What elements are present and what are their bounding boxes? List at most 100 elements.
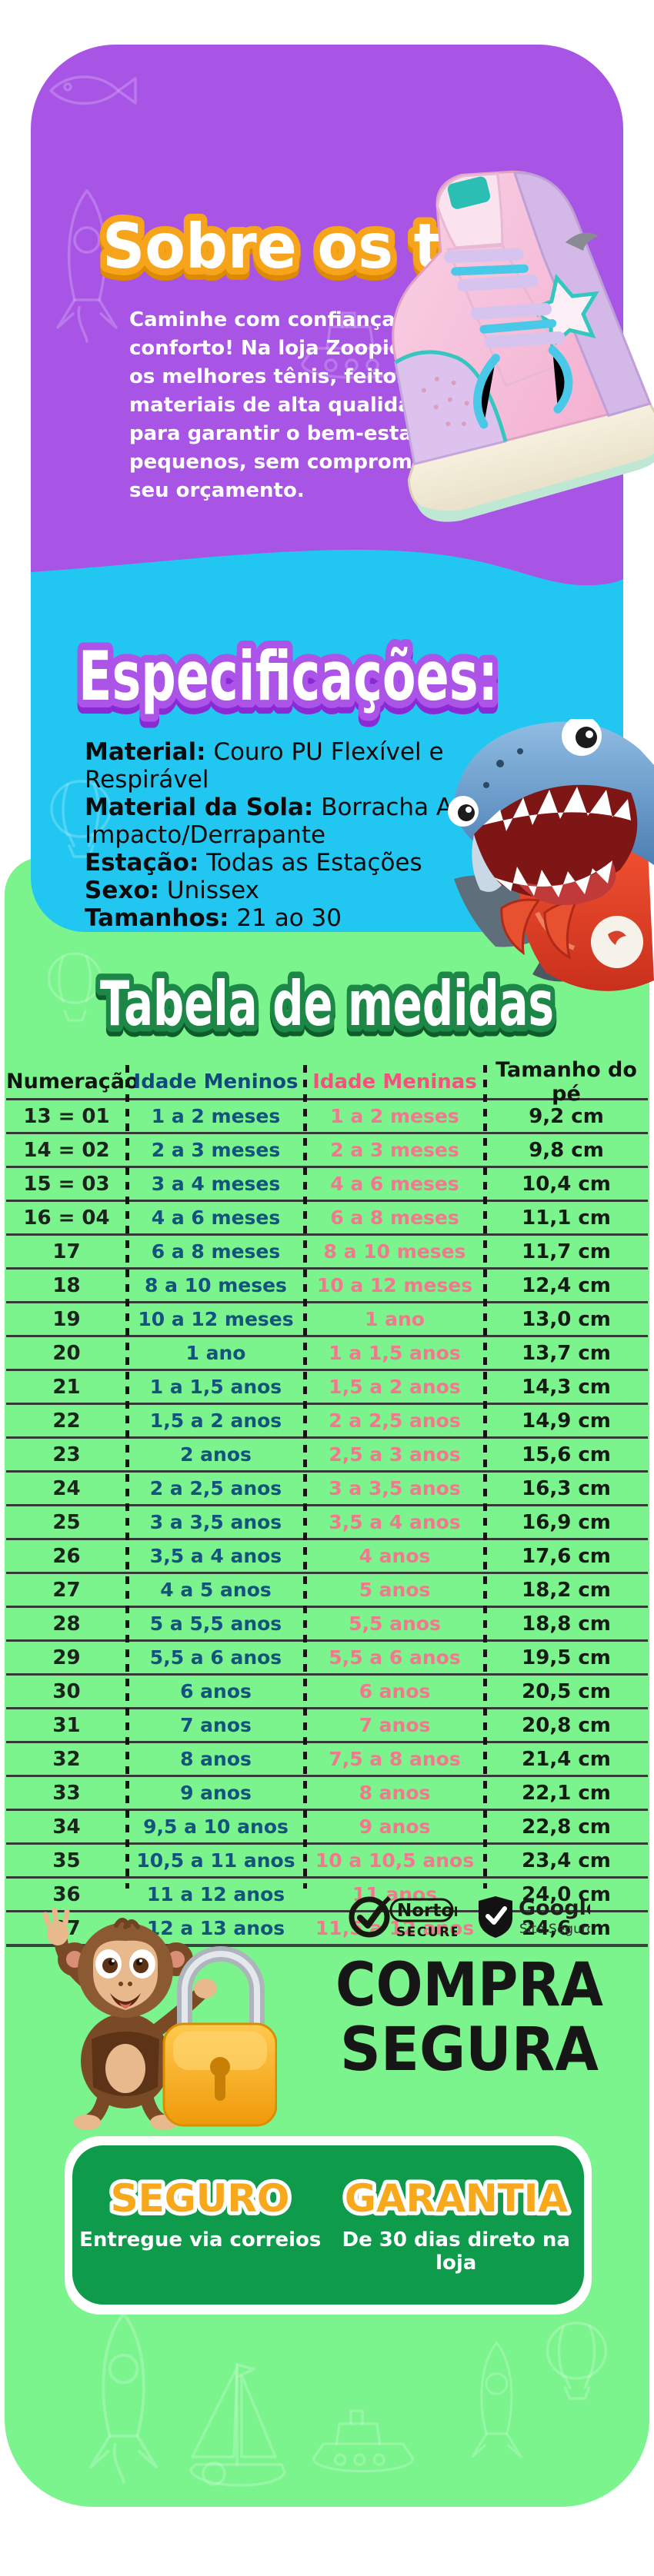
benefit-title: SEGURO bbox=[111, 2176, 290, 2221]
cell-tamanho-pe: 10,4 cm bbox=[522, 1172, 611, 1196]
cell-tamanho-pe: 19,5 cm bbox=[522, 1646, 611, 1669]
table-row: 25 3 a 3,5 anos 3,5 a 4 anos 16,9 cm bbox=[6, 1504, 648, 1538]
google-site-seguro-badge: Google Site Seguro bbox=[479, 1896, 590, 1938]
cell-idade-meninos: 8 a 10 meses bbox=[145, 1274, 287, 1296]
benefit-item: GARANTIA De 30 dias direto na loja bbox=[329, 2172, 585, 2275]
table-row: 33 9 anos 8 anos 22,1 cm bbox=[6, 1775, 648, 1809]
table-row: 17 6 a 8 meses 8 a 10 meses 11,7 cm bbox=[6, 1233, 648, 1267]
cell-tamanho-pe: 20,5 cm bbox=[522, 1679, 611, 1703]
cell-numeracao: 22 bbox=[52, 1409, 81, 1433]
norton-check-icon bbox=[349, 1896, 390, 1938]
cell-idade-meninos: 12 a 13 anos bbox=[146, 1917, 285, 1939]
cell-idade-meninas: 4 anos bbox=[359, 1545, 431, 1567]
fish-doodle-icon bbox=[49, 75, 137, 105]
table-row: 30 6 anos 6 anos 20,5 cm bbox=[6, 1673, 648, 1707]
column-header-numeracao: Numeração bbox=[6, 1070, 139, 1093]
sneaker-illustration bbox=[392, 170, 654, 522]
cell-idade-meninas: 8 anos bbox=[359, 1782, 431, 1804]
table-row: 15 = 03 3 a 4 meses 4 a 6 meses 10,4 cm bbox=[6, 1166, 648, 1200]
cell-tamanho-pe: 11,1 cm bbox=[522, 1206, 611, 1230]
cell-numeracao: 21 bbox=[52, 1375, 81, 1399]
cell-idade-meninos: 6 anos bbox=[180, 1680, 252, 1702]
table-divider-3 bbox=[483, 1065, 487, 1889]
table-row: 27 4 a 5 anos 5 anos 18,2 cm bbox=[6, 1572, 648, 1606]
cell-idade-meninas: 5 anos bbox=[359, 1579, 431, 1601]
cell-tamanho-pe: 24,0 cm bbox=[522, 1882, 611, 1906]
cell-tamanho-pe: 15,6 cm bbox=[522, 1443, 611, 1466]
brand-name: Zoopie bbox=[325, 337, 403, 360]
cell-tamanho-pe: 11,7 cm bbox=[522, 1240, 611, 1263]
spec-item: Tamanhos: 21 ao 30 bbox=[85, 904, 546, 932]
spec-value: Todas as Estações bbox=[199, 849, 422, 877]
cell-numeracao: 18 bbox=[52, 1273, 81, 1297]
cell-idade-meninas: 1 a 1,5 anos bbox=[329, 1342, 461, 1364]
cell-idade-meninas: 8 a 10 meses bbox=[323, 1240, 466, 1263]
benefit-title: GARANTIA bbox=[345, 2176, 568, 2221]
cell-tamanho-pe: 13,0 cm bbox=[522, 1307, 611, 1331]
cell-tamanho-pe: 17,6 cm bbox=[522, 1544, 611, 1568]
table-row: 21 1 a 1,5 anos 1,5 a 2 anos 14,3 cm bbox=[6, 1369, 648, 1403]
svg-text:Norton: Norton bbox=[397, 1901, 457, 1921]
cell-idade-meninas: 2 a 3 meses bbox=[330, 1139, 459, 1161]
table-row: 36 11 a 12 anos 11 anos 24,0 cm bbox=[6, 1876, 648, 1910]
spec-label: Material da Sola: bbox=[85, 794, 314, 821]
cell-tamanho-pe: 23,4 cm bbox=[522, 1849, 611, 1872]
spec-item: Estação: Todas as Estações bbox=[85, 849, 546, 877]
cell-numeracao: 34 bbox=[52, 1815, 81, 1839]
cell-idade-meninas: 4 a 6 meses bbox=[330, 1173, 459, 1195]
spec-label: Estação: bbox=[85, 849, 199, 877]
sailboat-doodle-icon bbox=[189, 2363, 286, 2487]
cell-tamanho-pe: 12,4 cm bbox=[522, 1273, 611, 1297]
table-row: 29 5,5 a 6 anos 5,5 a 6 anos 19,5 cm bbox=[6, 1639, 648, 1673]
cell-tamanho-pe: 9,8 cm bbox=[529, 1138, 604, 1162]
compra-segura-headline: COMPRA SEGURA bbox=[323, 1951, 616, 2087]
table-row: 23 2 anos 2,5 a 3 anos 15,6 cm bbox=[6, 1436, 648, 1470]
svg-text:Especificações:: Especificações: bbox=[78, 637, 498, 716]
cell-idade-meninas: 3,5 a 4 anos bbox=[329, 1511, 461, 1533]
spec-label: Material: bbox=[85, 738, 206, 766]
cell-idade-meninas: 6 a 8 meses bbox=[330, 1206, 459, 1229]
cell-numeracao: 33 bbox=[52, 1781, 81, 1805]
cell-tamanho-pe: 18,2 cm bbox=[522, 1578, 611, 1602]
size-table-title: Tabela de medidas bbox=[94, 962, 561, 1047]
cell-numeracao: 17 bbox=[52, 1240, 81, 1263]
cell-idade-meninas: 1,5 a 2 anos bbox=[329, 1376, 461, 1398]
svg-text:Google: Google bbox=[519, 1896, 590, 1920]
specs-wave-edge bbox=[31, 550, 623, 587]
cell-idade-meninas: 2 a 2,5 anos bbox=[329, 1409, 461, 1432]
about-paragraph: Caminhe com confiança e conforto! Na loj… bbox=[129, 306, 472, 505]
blimp-doodle-icon bbox=[546, 2321, 608, 2400]
cell-idade-meninos: 5 a 5,5 anos bbox=[149, 1612, 282, 1635]
benefit-subtitle: De 30 dias direto na loja bbox=[342, 2228, 570, 2275]
cell-idade-meninos: 2 a 3 meses bbox=[151, 1139, 281, 1161]
cell-idade-meninos: 5,5 a 6 anos bbox=[149, 1646, 282, 1669]
spec-value: 21 ao 30 bbox=[229, 904, 342, 932]
cell-numeracao: 26 bbox=[52, 1544, 81, 1568]
svg-text:SEGURA: SEGURA bbox=[340, 2019, 599, 2084]
about-text-1: Caminhe com confiança e conforto! Na loj… bbox=[129, 308, 416, 360]
spec-item: Material: Couro PU Flexível e Respirável bbox=[85, 738, 546, 794]
cell-numeracao: 36 bbox=[52, 1882, 81, 1906]
cell-idade-meninas: 11,5 a 12 anos bbox=[315, 1917, 475, 1939]
cell-numeracao: 14 = 02 bbox=[23, 1138, 110, 1162]
table-divider-2 bbox=[303, 1065, 307, 1889]
cell-idade-meninos: 1 a 2 meses bbox=[151, 1105, 281, 1127]
table-row: 28 5 a 5,5 anos 5,5 anos 18,8 cm bbox=[6, 1606, 648, 1639]
table-row: 37 12 a 13 anos 11,5 a 12 anos 24,6 cm bbox=[6, 1910, 648, 1944]
cell-idade-meninos: 7 anos bbox=[180, 1714, 252, 1736]
table-row: 14 = 02 2 a 3 meses 2 a 3 meses 9,8 cm bbox=[6, 1132, 648, 1166]
table-row: 18 8 a 10 meses 10 a 12 meses 12,4 cm bbox=[6, 1267, 648, 1301]
cell-tamanho-pe: 21,4 cm bbox=[522, 1747, 611, 1771]
cell-tamanho-pe: 22,8 cm bbox=[522, 1815, 611, 1839]
cell-idade-meninos: 8 anos bbox=[180, 1748, 252, 1770]
cell-numeracao: 23 bbox=[52, 1443, 81, 1466]
spec-item: Sexo: Unissex bbox=[85, 877, 546, 904]
column-header-tamanho-pe: Tamanho do pé bbox=[496, 1057, 637, 1106]
cell-idade-meninas: 6 anos bbox=[359, 1680, 431, 1702]
cell-tamanho-pe: 16,9 cm bbox=[522, 1510, 611, 1534]
table-row: 22 1,5 a 2 anos 2 a 2,5 anos 14,9 cm bbox=[6, 1403, 648, 1436]
cell-idade-meninos: 3 a 4 meses bbox=[151, 1173, 281, 1195]
column-header-idade-meninas: Idade Meninas bbox=[312, 1070, 477, 1093]
cell-numeracao: 28 bbox=[52, 1612, 81, 1636]
